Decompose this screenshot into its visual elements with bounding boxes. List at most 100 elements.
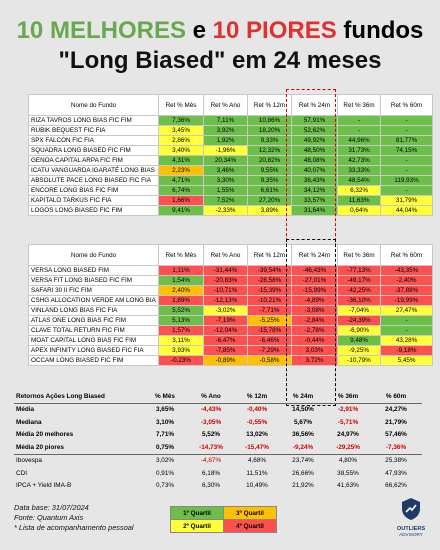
best-header-row: Nome do Fundo Ret % Mês Ret % Ano Ret % … bbox=[28, 94, 433, 116]
fund-return-cell: 5,52% bbox=[158, 305, 204, 316]
best-fund-row: GENOA CAPITAL ARPA FIC FIM 4,31% 20,34% 20,… bbox=[28, 155, 433, 166]
fund-return-cell: 119,93% bbox=[380, 175, 433, 186]
summary-value: 66,62% bbox=[385, 482, 407, 490]
summary-value: -29,25% bbox=[326, 441, 370, 455]
summary-row: IPCA + Yield IMA-B 0,73% 6,30% 10,49% 21,92%… bbox=[14, 480, 422, 493]
title-line-1: 10 MELHORES e 10 PIORES fundos bbox=[0, 0, 440, 46]
summary-value: 6,30% bbox=[201, 482, 221, 490]
summary-value: 24,97% bbox=[337, 431, 359, 439]
worst-fund-row: CLAVE TOTAL RETURN FIC FIM 1,57% -12,04% -1… bbox=[28, 325, 433, 336]
best-funds-table: Nome do Fundo Ret % Mês Ret % Ano Ret % … bbox=[28, 94, 433, 216]
fund-return-cell: 5,13% bbox=[158, 315, 204, 326]
summary-label: Ibovespa bbox=[16, 457, 42, 465]
fund-name: RIZA TAVROS LONG BIAS FIC FIM bbox=[28, 115, 159, 126]
legend-q3: 3º Quartil bbox=[223, 506, 277, 520]
fund-return-cell: -6,47% bbox=[203, 335, 248, 346]
col-header-mes: Ret % Mês bbox=[158, 94, 204, 116]
fund-name: APEX INFINITY LONG BIASED FIC FIA bbox=[28, 345, 159, 356]
worst-funds-body: VERSA LONG BIASED FIM 1,11% -31,44% -39,54%… bbox=[28, 265, 433, 366]
worst-header-row: Nome do Fundo Ret % Mês Ret % Ano Ret % … bbox=[28, 244, 433, 266]
summary-value: 5,67% bbox=[293, 418, 313, 426]
col-header-nome: Nome do Fundo bbox=[28, 244, 159, 266]
fund-name: ENCORE LONG BIAS FIC FIM bbox=[28, 185, 159, 196]
fund-return-cell: 31,73% bbox=[337, 145, 381, 156]
summary-value: 13,02% bbox=[246, 431, 268, 439]
fund-return-cell: -5,25% bbox=[247, 315, 292, 326]
best-fund-row: RUBIK BEQUEST FIC FIA 3,45% 3,92% 18,20% 52,… bbox=[28, 125, 433, 136]
fund-return-cell: 1,54% bbox=[158, 275, 204, 286]
col-header-60m: Ret % 60m bbox=[380, 244, 433, 266]
fund-name: CSHG ALLOCATION VERDE AM LONG BIA bbox=[28, 295, 159, 306]
fund-return-cell: 9,41% bbox=[158, 205, 204, 216]
col-header-60m: Ret % 60m bbox=[380, 94, 433, 116]
fund-return-cell: 11,63% bbox=[337, 195, 381, 206]
summary-row: Média 20 piores 0,75% -14,73% -15,47% -9,24%… bbox=[14, 441, 422, 455]
best-funds-body: RIZA TAVROS LONG BIAS FIC FIM 7,36% 7,11% 1… bbox=[28, 115, 433, 216]
summary-header-mes: % Mês bbox=[142, 390, 188, 404]
fund-return-cell: -28,58% bbox=[247, 275, 292, 286]
fund-return-cell: -7,85% bbox=[203, 345, 248, 356]
fund-return-cell: - bbox=[380, 325, 433, 336]
title-num-top: 10 bbox=[16, 17, 44, 44]
fund-return-cell: -7,19% bbox=[203, 315, 248, 326]
fund-name: OCCAM LONG BIASED FIC FIM bbox=[28, 355, 159, 366]
best-fund-row: ENCORE LONG BIAS FIC FIM 6,74% 1,55% 6,61% 3… bbox=[28, 185, 433, 196]
fund-return-cell: 0,64% bbox=[337, 205, 381, 216]
summary-value: 24,27% bbox=[385, 406, 407, 414]
summary-table: Retornos Ações Long Biased % Mês % Ano %… bbox=[14, 390, 422, 492]
legend-q1: 1º Quartil bbox=[170, 506, 224, 520]
best-fund-row: ABSOLUTE PACE LONG BIASED FIC FIA 4,71% 3,… bbox=[28, 175, 433, 186]
fund-return-cell: -7,29% bbox=[247, 345, 292, 356]
fund-return-cell: 3,40% bbox=[158, 145, 204, 156]
title-line-2: "Long Biased" em 24 meses bbox=[58, 47, 382, 74]
fund-return-cell: 20,82% bbox=[247, 155, 292, 166]
highlight-24m-worst bbox=[286, 239, 336, 406]
summary-row: Média 20 melhores 7,71% 5,52% 13,02% 36,56% 2… bbox=[14, 429, 422, 442]
fund-return-cell: 12,32% bbox=[247, 145, 292, 156]
fund-return-cell: -19,99% bbox=[380, 295, 433, 306]
best-fund-row: SPX FALCON FIC FIA 2,86% 1,92% 9,33% 49,92% 4… bbox=[28, 135, 433, 146]
title-piores: PIORES bbox=[246, 17, 337, 44]
fund-return-cell: 1,66% bbox=[158, 195, 204, 206]
fund-name: RUBIK BEQUEST FIC FIA bbox=[28, 125, 159, 136]
summary-value: -2,91% bbox=[337, 406, 359, 414]
fund-return-cell: -1,96% bbox=[203, 145, 248, 156]
fund-return-cell: -0,23% bbox=[158, 355, 204, 366]
highlight-24m-best bbox=[286, 89, 336, 256]
title-num-bottom: 10 bbox=[212, 17, 240, 44]
fund-return-cell: -20,83% bbox=[203, 275, 248, 286]
summary-value: -0,55% bbox=[246, 418, 268, 426]
worst-fund-row: MOAT CAPITAL LONG BIAS FIC FIM 3,11% -6,47… bbox=[28, 335, 433, 346]
col-header-mes: Ret % Mês bbox=[158, 244, 204, 266]
summary-value: -4,87% bbox=[200, 457, 222, 465]
col-header-ano: Ret % Ano bbox=[203, 94, 248, 116]
fund-return-cell: 1,92% bbox=[203, 135, 248, 146]
summary-value: 7,71% bbox=[155, 431, 175, 439]
title-melhores: MELHORES bbox=[49, 17, 186, 44]
best-fund-row: RIZA TAVROS LONG BIAS FIC FIM 7,36% 7,11% 1… bbox=[28, 115, 433, 126]
fund-return-cell: -3,02% bbox=[203, 305, 248, 316]
fund-name: KAPITALO TARKUS FIC FIA bbox=[28, 195, 159, 206]
fund-return-cell: 7,36% bbox=[158, 115, 204, 126]
summary-label: CDI bbox=[16, 469, 28, 477]
title-conj: e bbox=[192, 17, 206, 44]
logo: OUTLIERS ADVISORY bbox=[387, 497, 435, 538]
summary-value: 5,52% bbox=[201, 431, 221, 439]
fund-return-cell: -7,71% bbox=[247, 305, 292, 316]
fund-return-cell: 10,86% bbox=[247, 115, 292, 126]
worst-fund-row: ATLAS ONE LONG BIAS FIC FIM 5,13% -7,19% -5… bbox=[28, 315, 433, 326]
fund-return-cell: - bbox=[380, 315, 433, 326]
fund-name: ATLAS ONE LONG BIAS FIC FIM bbox=[28, 315, 159, 326]
fund-return-cell: 20,34% bbox=[203, 155, 248, 166]
fund-return-cell: -10,21% bbox=[247, 295, 292, 306]
summary-value: 3,02% bbox=[155, 457, 175, 465]
summary-value: 36,56% bbox=[292, 431, 314, 439]
summary-value: 4,80% bbox=[338, 457, 358, 465]
col-header-36m: Ret % 36m bbox=[337, 244, 381, 266]
fund-return-cell: -12,04% bbox=[203, 325, 248, 336]
fund-name: ABSOLUTE PACE LONG BIASED FIC FIA bbox=[28, 175, 159, 186]
fund-return-cell: -31,44% bbox=[203, 265, 248, 276]
fund-return-cell: - bbox=[380, 165, 433, 176]
fund-return-cell: -49,17% bbox=[337, 275, 381, 286]
